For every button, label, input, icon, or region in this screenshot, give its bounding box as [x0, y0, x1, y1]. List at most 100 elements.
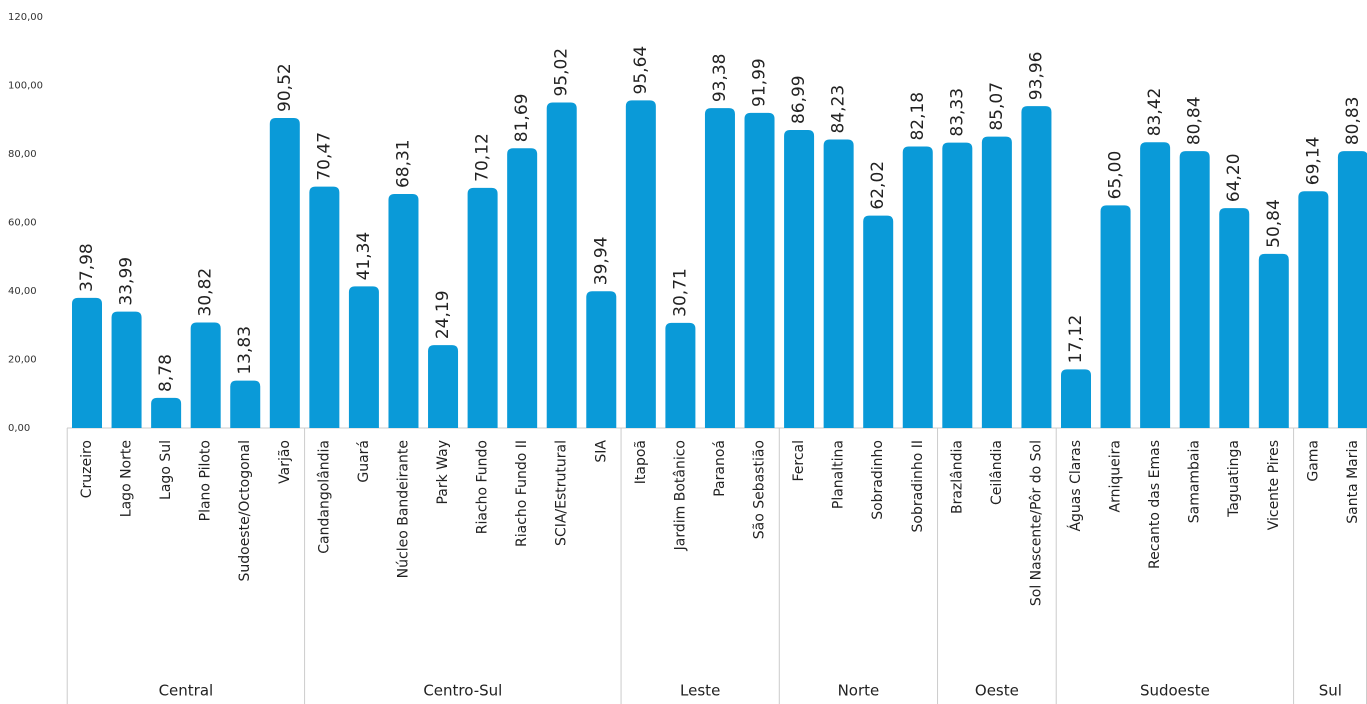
category-label: Plano Piloto [198, 440, 214, 521]
y-tick-label: 40,00 [8, 286, 37, 297]
category-label: Planaltina [831, 440, 847, 509]
bar [863, 215, 894, 428]
y-tick-label: 100,00 [8, 81, 43, 92]
bar [1258, 253, 1289, 428]
value-label: 83,42 [1145, 88, 1165, 137]
value-label: 85,07 [987, 82, 1007, 131]
bar [190, 322, 221, 428]
value-label: 95,02 [552, 48, 572, 97]
category-label: Ceilândia [989, 440, 1005, 505]
bar [744, 112, 775, 428]
category-label: Guará [356, 440, 372, 483]
category-label: Fercal [791, 440, 807, 482]
bar [586, 291, 617, 428]
bar [981, 136, 1012, 428]
category-label: Recanto das Emas [1147, 440, 1163, 569]
bar [72, 297, 102, 428]
y-tick-label: 0,00 [8, 423, 30, 434]
value-label: 62,02 [868, 161, 888, 210]
category-label: Brazlândia [949, 440, 965, 514]
category-label: Gama [1305, 440, 1321, 482]
category-label: Lago Norte [119, 440, 135, 517]
value-label: 80,84 [1185, 96, 1205, 145]
bar [1219, 208, 1250, 428]
value-label: 33,99 [117, 257, 137, 306]
category-label: Águas Claras [1067, 440, 1084, 532]
bar [1140, 142, 1171, 428]
bar [546, 102, 577, 428]
bar [784, 130, 815, 428]
value-label: 13,83 [235, 326, 255, 375]
value-label: 69,14 [1303, 137, 1323, 186]
category-label: Arniqueira [1108, 440, 1124, 512]
bar [388, 194, 419, 428]
bar [428, 345, 459, 428]
value-label: 30,71 [670, 268, 690, 317]
category-label: Vicente Pires [1266, 440, 1282, 530]
group-label: Oeste [975, 682, 1019, 700]
value-label: 24,19 [433, 290, 453, 339]
category-label: Varjão [277, 440, 293, 484]
category-label: Park Way [435, 440, 451, 505]
category-label: Taguatinga [1226, 440, 1242, 518]
value-label: 68,31 [393, 139, 413, 188]
category-label: Cruzeiro [79, 440, 95, 498]
bar [942, 142, 973, 428]
value-label: 95,64 [631, 46, 651, 95]
group-label: Central [159, 682, 214, 700]
category-label: Riacho Fundo [475, 440, 491, 534]
group-label: Sudoeste [1140, 682, 1210, 700]
category-label: Santa Maria [1345, 440, 1361, 524]
bar [348, 286, 379, 428]
group-label: Norte [838, 682, 880, 700]
value-label: 65,00 [1106, 151, 1126, 200]
bar [230, 380, 261, 428]
bar [902, 146, 933, 428]
value-label: 37,98 [77, 243, 97, 292]
value-label: 41,34 [354, 232, 374, 281]
value-label: 70,47 [314, 132, 334, 181]
category-label: SCIA/Estrutural [554, 440, 570, 546]
y-tick-label: 60,00 [8, 218, 37, 229]
category-label: Lago Sul [158, 440, 174, 500]
bar [625, 100, 656, 429]
bar [111, 311, 142, 428]
category-label: Sol Nascente/Pôr do Sol [1028, 440, 1044, 606]
category-label: São Sebastião [752, 440, 768, 539]
value-label: 70,12 [473, 133, 493, 182]
bar [309, 186, 340, 428]
group-label: Centro-Sul [423, 682, 502, 700]
bar [665, 322, 696, 428]
value-label: 91,99 [750, 58, 770, 107]
category-label: Sudoeste/Octogonal [237, 440, 253, 582]
category-label: Candangolândia [316, 440, 332, 554]
bar [704, 108, 735, 429]
category-label: Itapoã [633, 440, 649, 484]
bar [151, 397, 182, 428]
value-label: 93,38 [710, 54, 730, 103]
value-label: 84,23 [829, 85, 849, 134]
category-label: Samambaia [1187, 440, 1203, 523]
y-tick-label: 80,00 [8, 149, 37, 160]
value-label: 82,18 [908, 92, 928, 141]
value-label: 8,78 [156, 354, 176, 392]
group-label: Leste [680, 682, 720, 700]
bar [1061, 369, 1091, 428]
category-label: Sobradinho [870, 440, 886, 520]
bar [269, 117, 300, 429]
category-label: Sobradinho II [910, 440, 926, 532]
value-label: 39,94 [591, 237, 611, 286]
bar [1337, 151, 1367, 428]
value-label: 17,12 [1066, 315, 1086, 364]
value-label: 90,52 [275, 63, 295, 112]
category-label: Jardim Botânico [672, 440, 688, 551]
bar [507, 148, 538, 429]
bar [1298, 191, 1329, 428]
bar [1100, 205, 1131, 428]
y-tick-label: 120,00 [8, 12, 43, 23]
group-label: Sul [1319, 682, 1342, 700]
category-label: Paranoá [712, 440, 728, 497]
bar [823, 139, 854, 428]
value-label: 93,96 [1026, 52, 1046, 101]
